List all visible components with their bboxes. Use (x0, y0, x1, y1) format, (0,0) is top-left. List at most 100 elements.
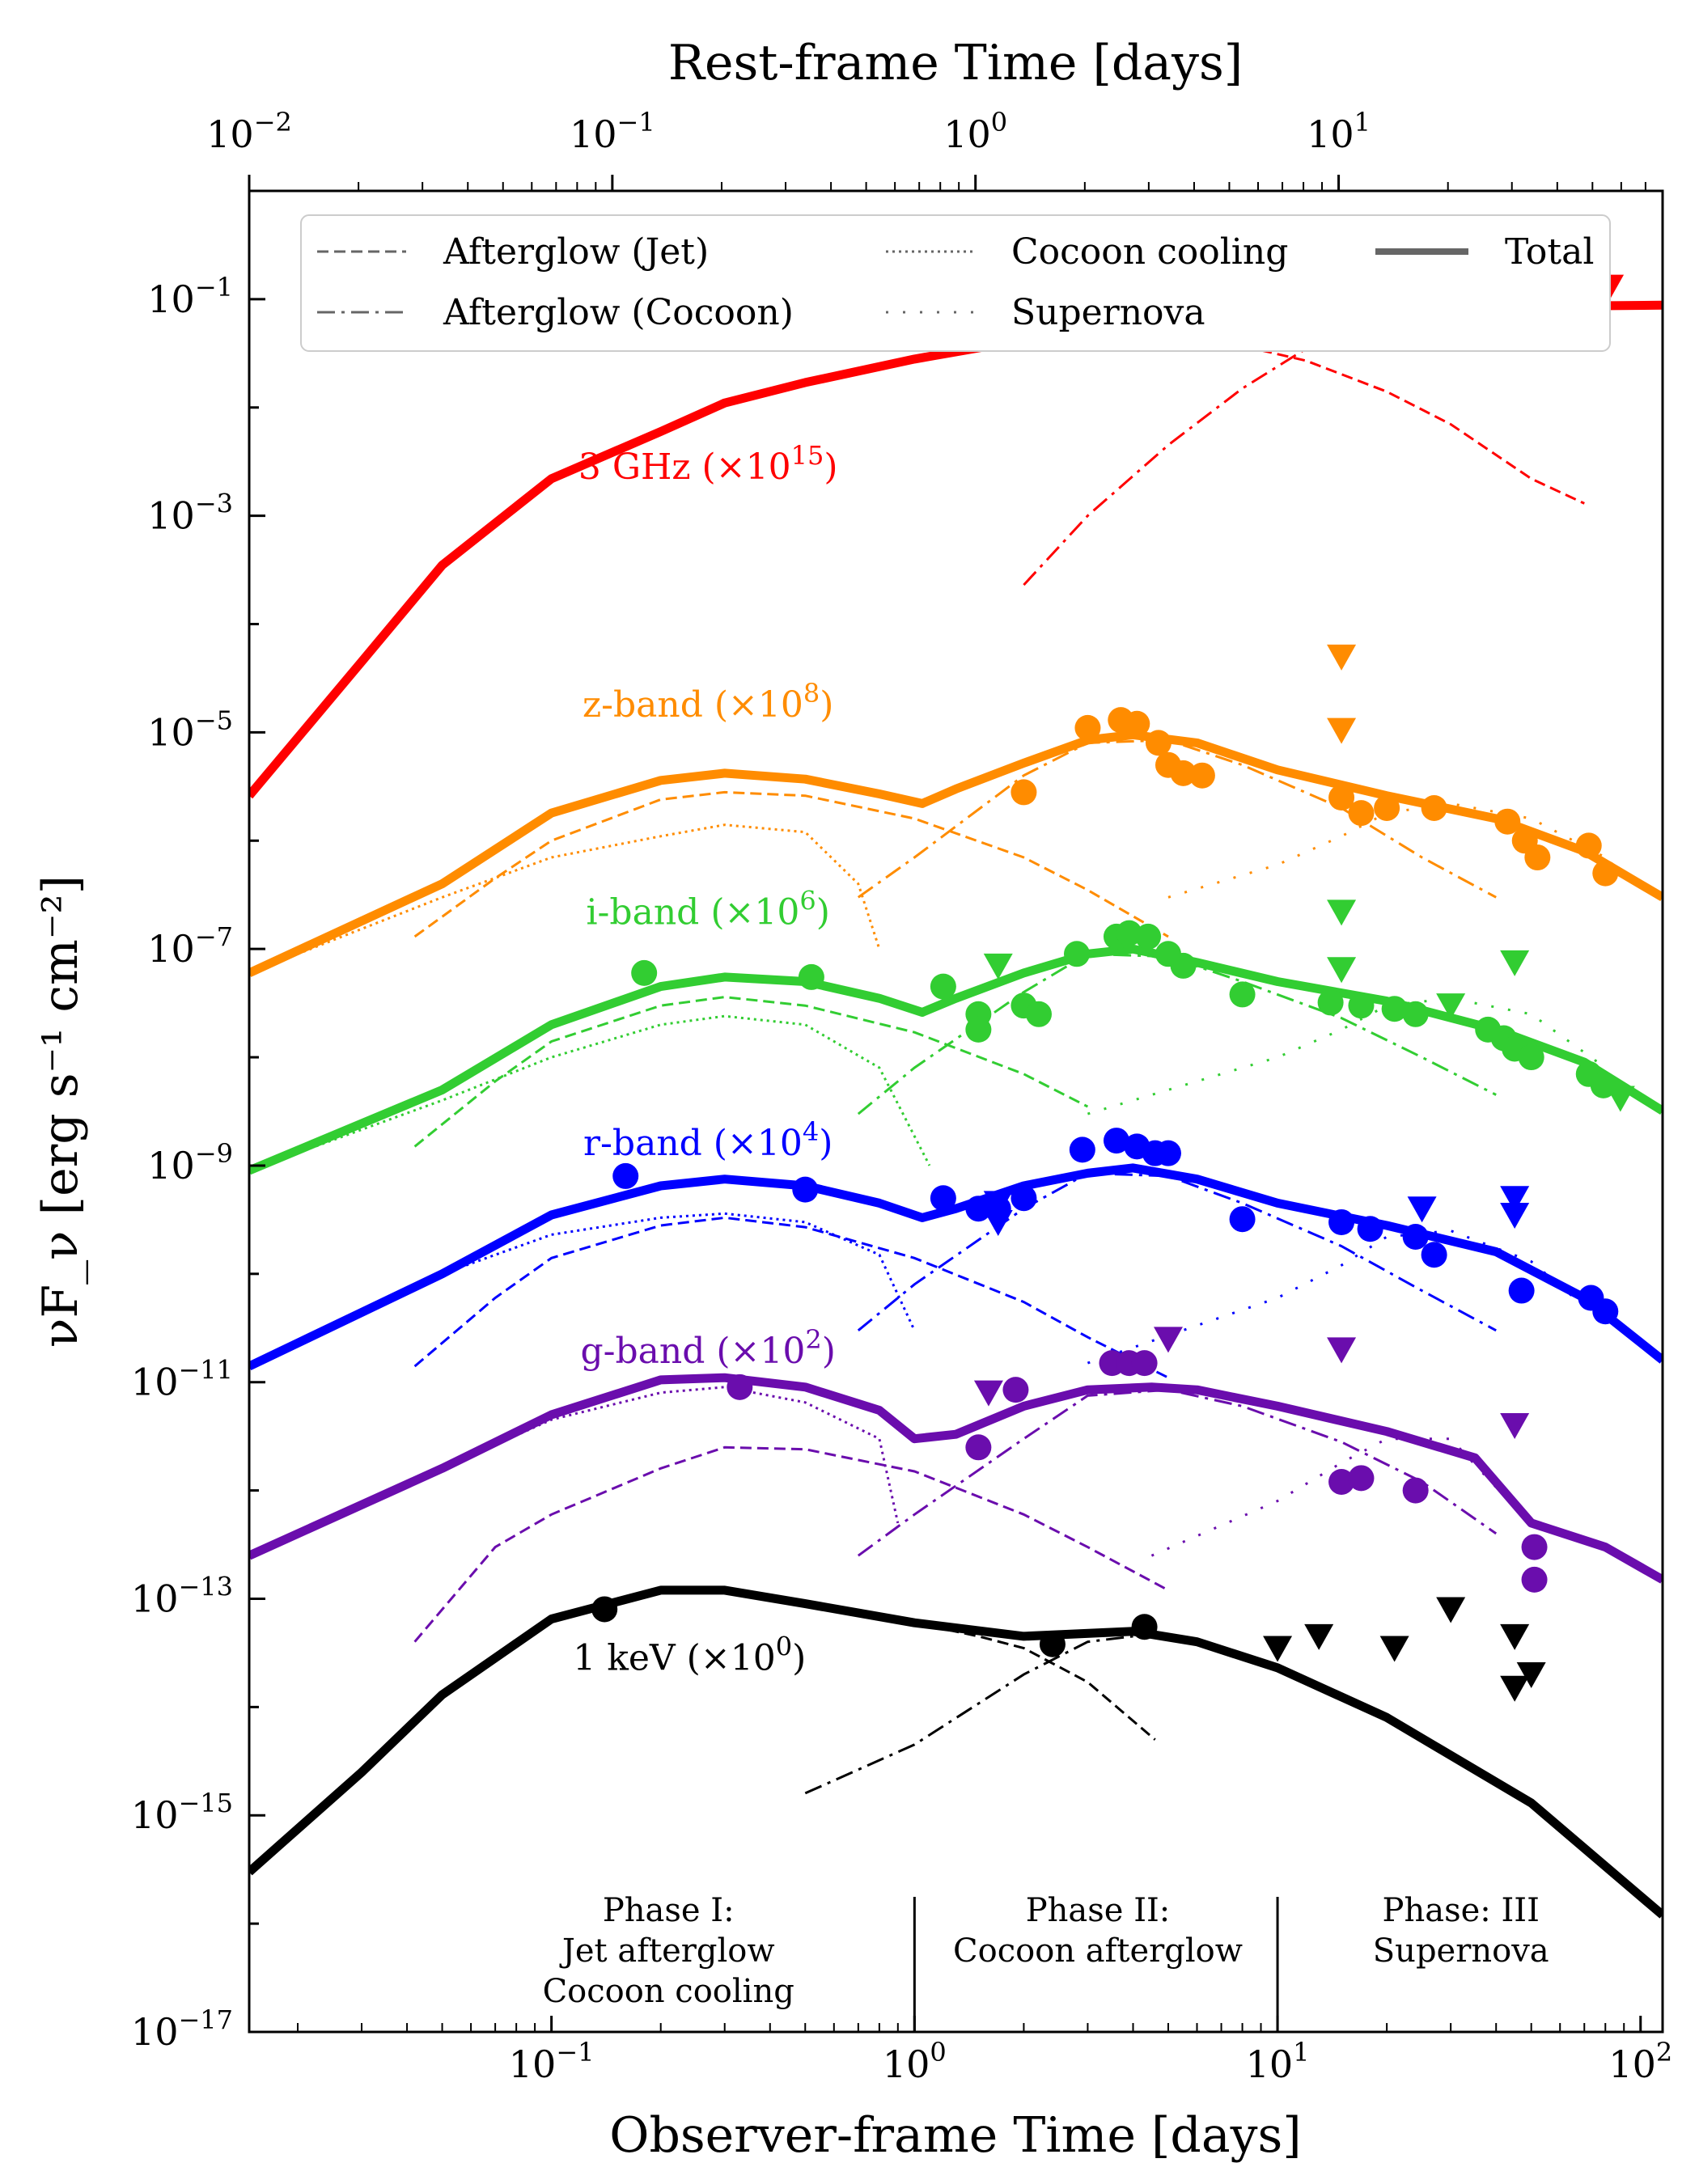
z-band-data-point (1592, 860, 1619, 887)
y-tick-label-exponent: −1 (195, 272, 233, 303)
i-band-upper-limit (1605, 1086, 1635, 1112)
1-kev-label-text: 1 keV (×10 (573, 1638, 775, 1679)
y-tick-label: 10−17 (131, 2004, 233, 2054)
r-band-label-exponent: 4 (803, 1116, 819, 1147)
g-band-label: g-band (×102) (580, 1324, 835, 1372)
z-band-data-point (1494, 808, 1521, 835)
top-x-tick-label-base: 10 (206, 112, 254, 156)
i-band-data-point (965, 1016, 992, 1043)
y-tick-label-exponent: −5 (195, 705, 233, 735)
r-band-data-point (930, 1185, 956, 1212)
phase-1-line-3: Cocoon cooling (543, 1973, 794, 2010)
y-tick-label-exponent: −15 (178, 1788, 233, 1818)
x-tick-label: 10−1 (509, 2037, 595, 2086)
i-band-data-point (1317, 989, 1344, 1016)
y-tick-label-base: 10 (147, 710, 195, 754)
i-band-data-point (631, 959, 658, 986)
3-ghz-label-exponent: 15 (791, 440, 824, 471)
i-band-data-point (1402, 1001, 1429, 1027)
g-band-label-text: g-band (×10 (580, 1331, 805, 1372)
1-kev-upper-limit (1304, 1623, 1334, 1650)
g-band-data-point (1521, 1534, 1548, 1560)
i-band-data-point (1229, 981, 1256, 1008)
y-tick-label: 10−7 (147, 921, 233, 971)
x-tick-label-exponent: 1 (1293, 2037, 1309, 2068)
x-tick-label: 100 (883, 2037, 947, 2086)
i-band-data-point (798, 963, 824, 990)
g-band-data-point (1521, 1566, 1548, 1593)
g-band-data-point (1131, 1350, 1158, 1377)
r-band-data-point (1229, 1206, 1256, 1233)
g-band-jet-afterglow-line (413, 1445, 1169, 1643)
x-tick-label-exponent: −1 (556, 2037, 594, 2068)
1-kev-data-point (591, 1596, 618, 1623)
r-band-label-text: r-band (×10 (583, 1123, 803, 1164)
x-tick-label-base: 10 (1608, 2042, 1656, 2086)
y-tick-label-exponent: −7 (195, 921, 233, 952)
top-x-tick-label-exponent: −1 (617, 107, 655, 138)
r-band-label: r-band (×104) (583, 1116, 833, 1164)
i-band-upper-limit (983, 953, 1013, 980)
r-band-data-point (1592, 1298, 1619, 1325)
legend-label-total: Total (1505, 231, 1594, 273)
legend-label-cocoon: Afterglow (Cocoon) (443, 292, 794, 333)
y-tick-label-exponent: −9 (195, 1138, 233, 1169)
1-kev-label-close: ) (792, 1638, 806, 1679)
y-tick-label: 10−11 (131, 1355, 233, 1404)
i-band-upper-limit (1327, 899, 1357, 926)
z-band-data-point (1348, 800, 1375, 827)
r-band-data-point (1508, 1277, 1535, 1304)
1-kev-upper-limit (1500, 1623, 1530, 1650)
y-tick-label: 10−3 (147, 489, 233, 538)
r-band-jet-afterglow-line (413, 1216, 1169, 1379)
g-band-data-point (1328, 1468, 1355, 1495)
i-band-label-exponent: 6 (799, 885, 816, 916)
3-ghz-cocoon-afterglow-line (1023, 313, 1497, 586)
g-band-upper-limit (973, 1380, 1003, 1407)
i-band-upper-limit (1500, 950, 1530, 976)
r-band-data-point (1069, 1136, 1095, 1163)
1-kev-label: 1 keV (×100) (573, 1632, 806, 1679)
y-tick-label-base: 10 (131, 1361, 179, 1404)
r-band-upper-limit (1407, 1196, 1437, 1223)
i-band-upper-limit (1327, 957, 1357, 984)
y-tick-label-exponent: −3 (195, 489, 233, 519)
1-kev-label-exponent: 0 (776, 1632, 792, 1662)
z-band-data-point (1328, 785, 1355, 811)
r-band-data-point (1011, 1185, 1037, 1212)
r-band-cocoon-afterglow-line (857, 1171, 1497, 1332)
phase-1-line-1: Phase I: (603, 1892, 735, 1929)
i-band-data-point (1170, 952, 1197, 979)
g-band-data-point (1348, 1465, 1375, 1492)
r-band-data-point (1103, 1128, 1129, 1154)
1-kev-upper-limit (1436, 1597, 1466, 1623)
g-band-total-line (249, 1373, 1663, 1584)
z-band-label-close: ) (820, 684, 833, 726)
y-tick-label: 10−13 (131, 1571, 233, 1620)
y-tick-label-base: 10 (131, 2010, 179, 2054)
i-band-label-text: i-band (×10 (586, 891, 799, 933)
r-band-data-point (612, 1162, 639, 1189)
i-band-data-point (930, 973, 956, 1000)
g-band-data-point (1002, 1377, 1029, 1403)
y-tick-label-base: 10 (147, 1144, 195, 1187)
x-axis-title: Observer-frame Time [days] (609, 2107, 1301, 2164)
z-band-data-point (1575, 832, 1602, 859)
y-tick-label-base: 10 (147, 927, 195, 971)
z-band-data-point (1421, 794, 1447, 821)
top-x-tick-label-exponent: 1 (1354, 107, 1371, 138)
g-band-data-point (965, 1434, 992, 1461)
x-tick-label-base: 10 (883, 2042, 930, 2086)
legend: Afterglow (Jet) Afterglow (Cocoon) Cocoo… (300, 214, 1611, 352)
top-x-tick-label-base: 10 (943, 112, 991, 156)
top-x-tick-label: 101 (1307, 107, 1371, 156)
plot-frame (248, 189, 1664, 2034)
r-band-data-point (965, 1196, 992, 1222)
y-tick-label-base: 10 (147, 277, 195, 321)
z-band-data-point (1124, 710, 1150, 737)
x-tick-label-base: 10 (1246, 2042, 1294, 2086)
y-tick-label-exponent: −17 (178, 2004, 233, 2035)
g-band-upper-limit (1500, 1412, 1530, 1439)
i-band-data-point (1025, 1001, 1052, 1027)
